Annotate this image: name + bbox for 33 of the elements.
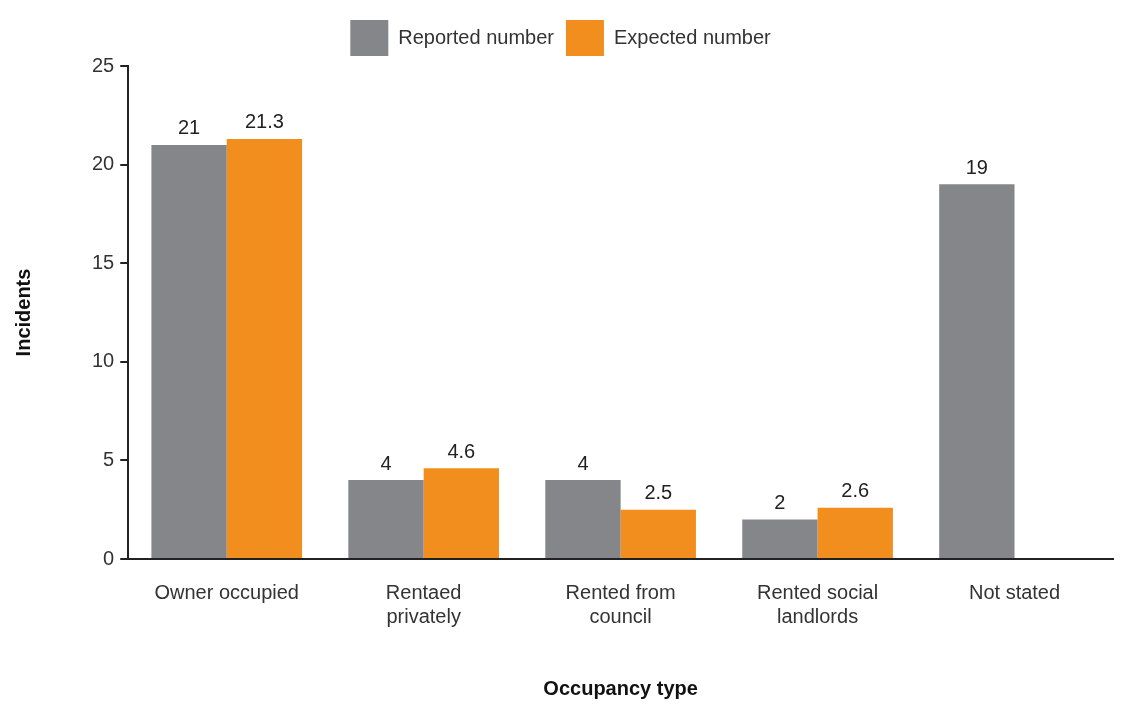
data-label: 21.3 (244, 110, 284, 133)
data-label: 2 (774, 491, 786, 514)
data-label: 4 (380, 451, 392, 474)
y-tick-label: 0 (103, 546, 115, 569)
x-tick-label: Rentaed privately (385, 580, 462, 627)
bar (742, 519, 818, 558)
bar (817, 507, 893, 558)
x-tick-label: Not stated (968, 580, 1061, 603)
y-tick-label: 20 (92, 152, 115, 175)
bar (620, 509, 696, 558)
x-axis-title: Occupancy type (543, 676, 698, 699)
data-label: 2.6 (841, 479, 870, 502)
y-tick-label: 10 (92, 349, 115, 372)
bar (545, 480, 621, 558)
data-label: 4 (577, 451, 589, 474)
y-tick-label: 25 (92, 53, 115, 76)
bar (939, 184, 1015, 558)
x-tick-label: Rented from council (565, 580, 676, 627)
legend-label: Reported number (398, 25, 555, 48)
y-tick-label: 15 (92, 250, 115, 273)
data-label: 4.6 (447, 439, 476, 462)
bar (151, 144, 227, 558)
bar (226, 138, 303, 558)
x-tick-label: Rented social landlords (756, 580, 879, 627)
y-axis-title: Incidents (11, 268, 34, 357)
legend-label: Expected number (613, 25, 772, 48)
data-label: 21 (177, 116, 201, 139)
data-label: 2.5 (644, 481, 673, 504)
x-tick-label: Owner occupied (154, 580, 299, 603)
y-tick-label: 5 (103, 447, 115, 470)
bar (348, 480, 424, 558)
data-label: 19 (965, 155, 988, 178)
bar (423, 468, 500, 558)
